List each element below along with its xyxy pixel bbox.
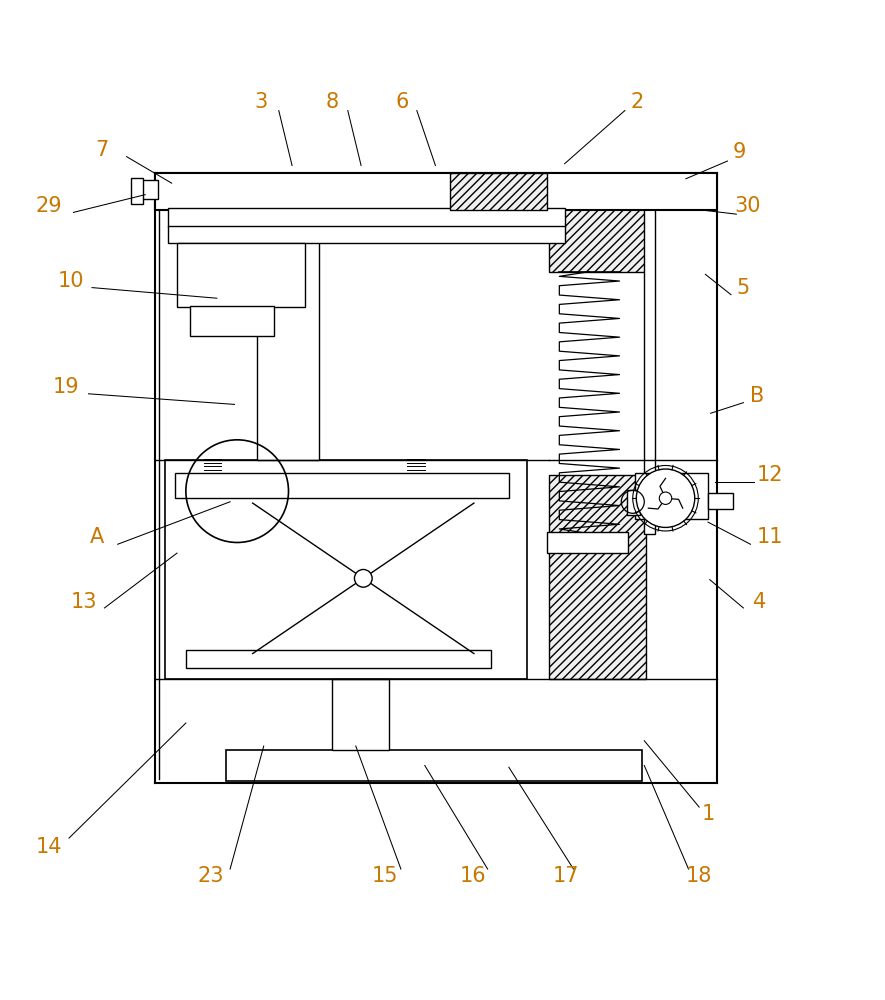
Bar (131, 178, 143, 204)
Text: 12: 12 (757, 465, 783, 485)
Text: 8: 8 (326, 92, 338, 112)
Text: 5: 5 (737, 278, 750, 298)
Circle shape (659, 492, 672, 504)
Bar (627, 490, 640, 515)
Text: 2: 2 (631, 92, 643, 112)
Bar (140, 180, 158, 199)
Bar (549, 173, 646, 272)
Text: 15: 15 (372, 866, 398, 886)
Text: 14: 14 (35, 837, 62, 857)
Text: 19: 19 (53, 377, 80, 397)
Bar (177, 243, 305, 307)
Bar (226, 750, 642, 781)
Text: 1: 1 (702, 804, 714, 824)
Bar (175, 473, 509, 498)
Bar (186, 650, 491, 668)
Text: 29: 29 (35, 196, 62, 216)
Text: 9: 9 (732, 142, 746, 162)
Text: A: A (90, 527, 104, 547)
Bar (549, 475, 646, 679)
Bar (450, 173, 547, 210)
Text: 7: 7 (96, 140, 108, 160)
Bar (644, 173, 655, 534)
Text: B: B (750, 386, 764, 406)
Bar (155, 173, 717, 210)
Bar (168, 208, 565, 227)
Bar (547, 532, 628, 553)
Bar (635, 473, 708, 519)
Text: 11: 11 (757, 527, 783, 547)
Text: 18: 18 (686, 866, 712, 886)
Circle shape (636, 469, 695, 527)
Bar (257, 210, 319, 460)
Bar (190, 306, 274, 336)
Circle shape (354, 569, 372, 587)
Text: 10: 10 (58, 271, 84, 291)
Text: 3: 3 (255, 92, 267, 112)
Bar (332, 679, 389, 750)
Text: 13: 13 (71, 592, 97, 612)
Bar (708, 493, 733, 509)
Text: 4: 4 (753, 592, 766, 612)
Text: 23: 23 (197, 866, 224, 886)
Text: 30: 30 (735, 196, 761, 216)
Bar (165, 460, 527, 679)
Text: 17: 17 (553, 866, 580, 886)
Bar (168, 226, 565, 243)
Text: 6: 6 (396, 92, 410, 112)
Text: 16: 16 (460, 866, 487, 886)
